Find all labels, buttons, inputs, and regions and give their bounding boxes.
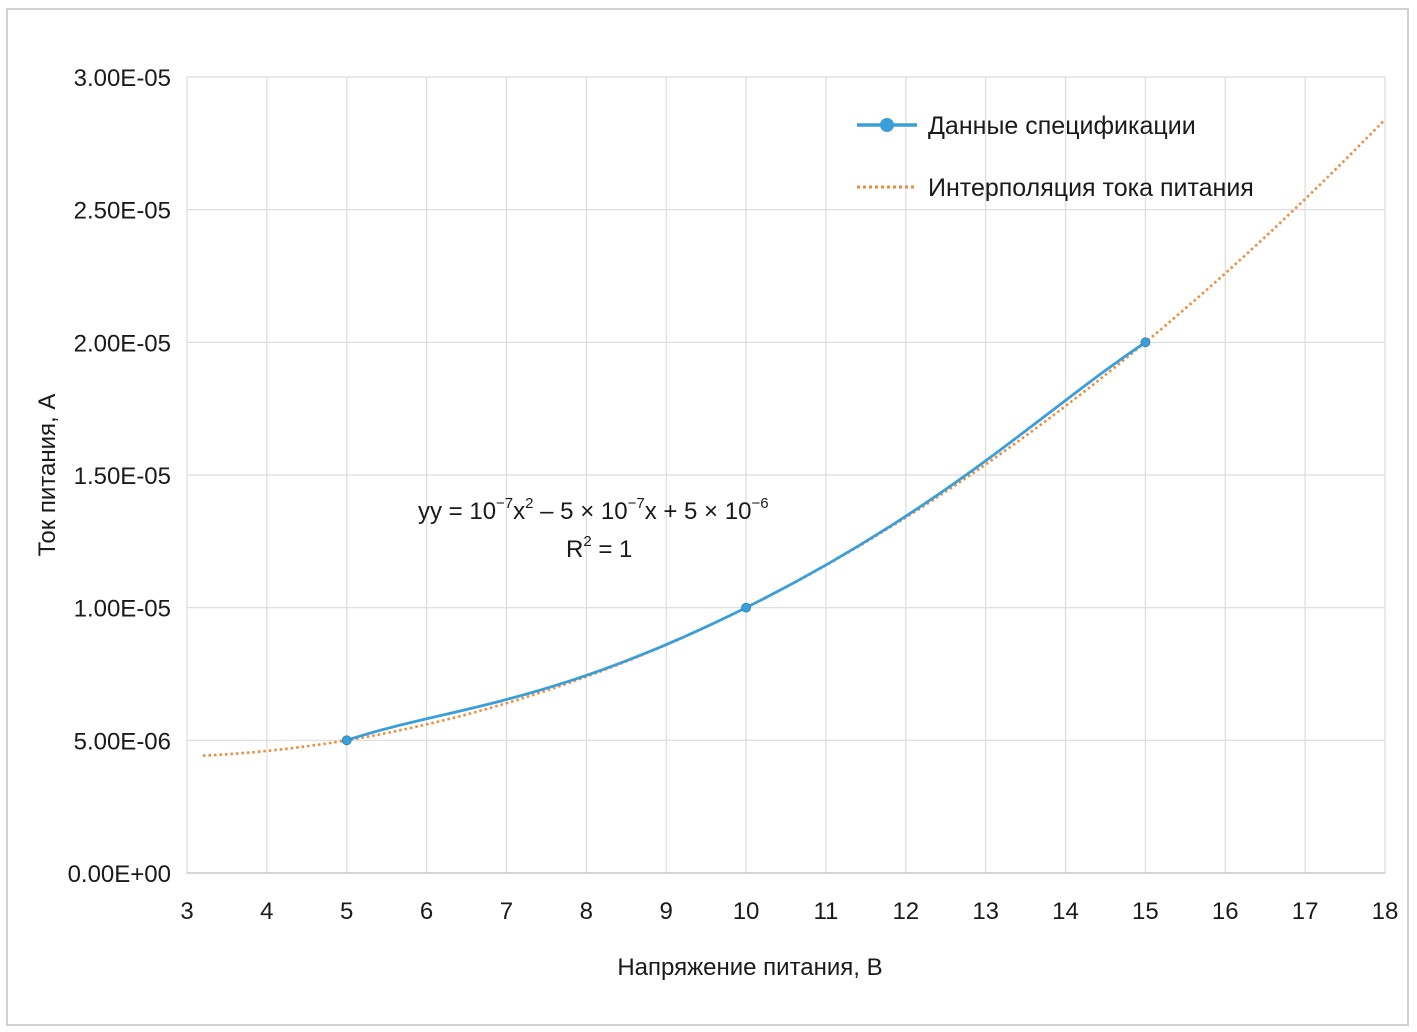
x-tick-label: 17 (1292, 898, 1319, 925)
x-axis-label: Напряжение питания, В (617, 954, 882, 981)
equation-annotation: yy = 10−7x2 – 5 × 10−7x + 5 × 10−6 (418, 495, 769, 525)
x-tick-labels: 3 4 5 6 7 8 9 10 11 12 13 14 15 16 17 18 (180, 898, 1398, 925)
legend-label-interp: Интерполяция тока питания (928, 174, 1254, 202)
y-axis-label: Ток питания, А (34, 394, 61, 557)
x-tick-label: 8 (580, 898, 593, 925)
series-spec-point (341, 735, 352, 746)
grid (186, 76, 1386, 874)
x-tick-label: 5 (340, 898, 353, 925)
x-tick-label: 6 (420, 898, 433, 925)
chart-frame (6, 8, 1409, 1026)
x-tick-label: 12 (892, 898, 919, 925)
y-tick-labels: 0.00E+00 5.00E-06 1.00E-05 1.50E-05 2.00E-05… (68, 65, 171, 888)
x-tick-label: 13 (972, 898, 999, 925)
r-squared-annotation: R2 = 1 (566, 533, 632, 563)
y-tick-label: 1.50E-05 (74, 463, 171, 490)
series-interpolation-line (202, 118, 1386, 757)
x-tick-label: 18 (1372, 898, 1399, 925)
x-tick-label: 15 (1132, 898, 1159, 925)
y-tick-label: 2.50E-05 (74, 198, 171, 225)
x-tick-label: 14 (1052, 898, 1079, 925)
legend: Данные спецификации Интерполяция тока пи… (857, 112, 1254, 202)
series-spec-point (1140, 337, 1151, 348)
x-tick-label: 7 (500, 898, 513, 925)
series-layer (202, 118, 1386, 757)
y-tick-label: 1.00E-05 (74, 596, 171, 623)
legend-marker-spec (880, 118, 894, 132)
y-tick-label: 0.00E+00 (68, 861, 171, 888)
x-tick-label: 9 (660, 898, 673, 925)
x-tick-label: 16 (1212, 898, 1239, 925)
y-tick-label: 5.00E-06 (74, 728, 171, 755)
x-tick-label: 10 (733, 898, 760, 925)
series-spec-point (741, 602, 751, 613)
y-tick-label: 2.00E-05 (74, 330, 171, 357)
x-tick-label: 11 (813, 898, 838, 925)
x-tick-label: 3 (180, 898, 193, 925)
x-tick-label: 4 (260, 898, 273, 925)
y-tick-label: 3.00E-05 (74, 65, 171, 92)
legend-label-spec: Данные спецификации (928, 112, 1196, 140)
